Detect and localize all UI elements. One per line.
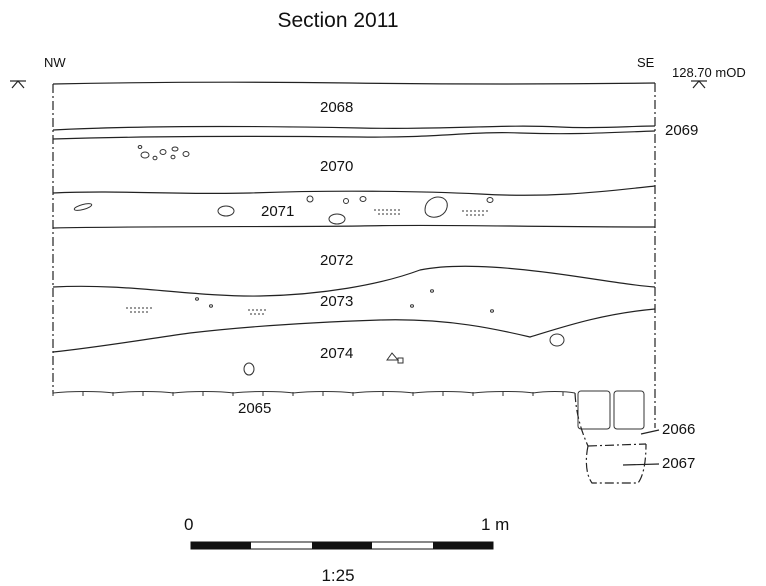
layer-label-2074: 2074 bbox=[320, 345, 353, 362]
datum-label: 128.70 mOD bbox=[672, 65, 746, 80]
layer-label-2070: 2070 bbox=[320, 158, 353, 175]
scale-start-label: 0 bbox=[184, 515, 193, 534]
cut-2066-2067 bbox=[574, 392, 647, 484]
interface-2071-2072 bbox=[52, 224, 656, 229]
layer-label-2067: 2067 bbox=[662, 455, 695, 472]
layer-label-2073: 2073 bbox=[320, 293, 353, 310]
scale-ratio: 1:25 bbox=[321, 566, 354, 585]
scale-end-label: 1 m bbox=[481, 515, 509, 534]
layer-label-2071: 2071 bbox=[261, 203, 294, 220]
datum-marker-left-icon bbox=[10, 80, 26, 89]
datum-marker-right-icon bbox=[691, 80, 707, 89]
interface-2069-2070 bbox=[52, 130, 656, 140]
layer-label-2072: 2072 bbox=[320, 252, 353, 269]
base-stones bbox=[52, 390, 645, 430]
drawing-title: Section 2011 bbox=[277, 9, 398, 32]
ground-surface-line bbox=[52, 81, 656, 85]
interface-2068-2069 bbox=[52, 125, 656, 131]
se-label: SE bbox=[637, 55, 655, 70]
layer-label-2065: 2065 bbox=[238, 400, 271, 417]
interface-2070-2071 bbox=[52, 185, 656, 196]
layer-label-2066: 2066 bbox=[662, 421, 695, 438]
interface-2073-2074 bbox=[52, 308, 656, 353]
layer-label-2069: 2069 bbox=[665, 122, 698, 139]
leader-2066 bbox=[640, 429, 660, 435]
stone-inclusions bbox=[73, 145, 565, 376]
leader-2067 bbox=[622, 463, 660, 466]
interface-2072-2073 bbox=[52, 265, 656, 297]
nw-label: NW bbox=[44, 55, 66, 70]
layer-label-2068: 2068 bbox=[320, 99, 353, 116]
scale-bar: 0 1 m 1:25 bbox=[184, 515, 509, 585]
